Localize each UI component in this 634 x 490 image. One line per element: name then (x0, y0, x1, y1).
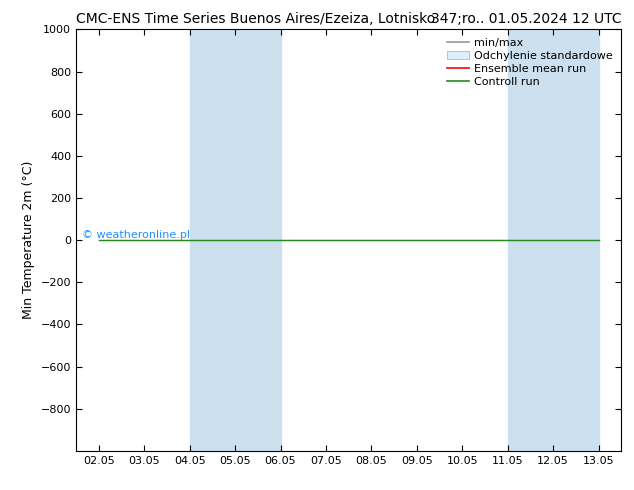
Bar (190, 29, 280, 451)
Legend: min/max, Odchylenie standardowe, Ensemble mean run, Controll run: min/max, Odchylenie standardowe, Ensembl… (444, 35, 616, 90)
Bar (508, 29, 598, 451)
Text: CMC-ENS Time Series Buenos Aires/Ezeiza, Lotnisko: CMC-ENS Time Series Buenos Aires/Ezeiza,… (76, 12, 436, 26)
Text: 347;ro.. 01.05.2024 12 UTC: 347;ro.. 01.05.2024 12 UTC (430, 12, 621, 26)
Text: © weatheronline.pl: © weatheronline.pl (82, 230, 190, 240)
Y-axis label: Min Temperature 2m (°C): Min Temperature 2m (°C) (22, 161, 35, 319)
